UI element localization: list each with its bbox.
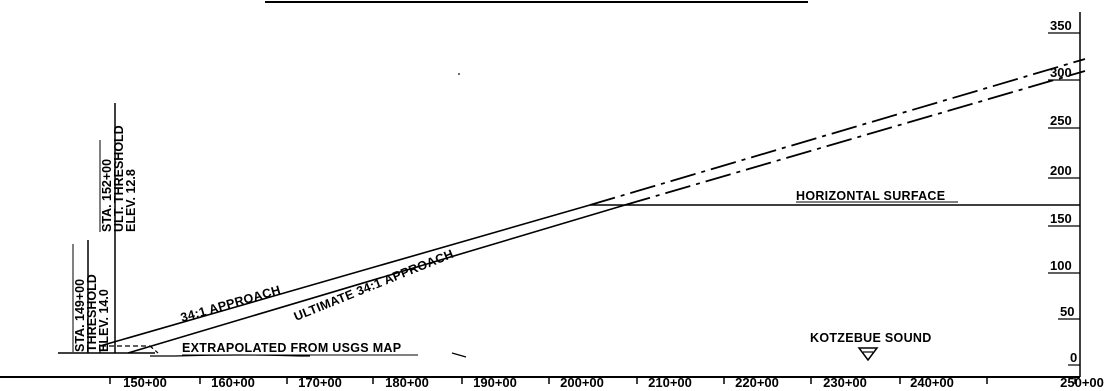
x-tick-label: 170+00 bbox=[298, 375, 342, 390]
y-tick-label: 250 bbox=[1050, 113, 1072, 128]
ultimate-threshold-station-text: STA. 152+00 bbox=[100, 159, 114, 232]
x-tick-label: 200+00 bbox=[560, 375, 604, 390]
y-tick-label: 150 bbox=[1050, 211, 1072, 226]
x-axis-tick-labels: 150+00 160+00 170+00 180+00 190+00 200+0… bbox=[123, 375, 1104, 390]
kotzebue-sound-label: KOTZEBUE SOUND bbox=[810, 331, 932, 345]
y-tick-label: 350 bbox=[1050, 18, 1072, 33]
ultimate-approach-label: ULTIMATE 34:1 APPROACH bbox=[292, 247, 456, 324]
threshold-elevation-text: ELEV. 14.0 bbox=[97, 289, 111, 352]
x-tick-label: 190+00 bbox=[473, 375, 517, 390]
threshold-name-text: THRESHOLD bbox=[85, 274, 99, 352]
speck bbox=[458, 73, 460, 75]
x-tick-label: 160+00 bbox=[211, 375, 255, 390]
approach-label: 34:1 APPROACH bbox=[179, 283, 282, 325]
horizontal-surface-label: HORIZONTAL SURFACE bbox=[796, 189, 945, 203]
y-tick-label: 50 bbox=[1060, 304, 1074, 319]
y-tick-label: 100 bbox=[1050, 258, 1072, 273]
x-axis-ticks bbox=[109, 377, 1076, 384]
x-tick-label: 180+00 bbox=[385, 375, 429, 390]
threshold-station-text: STA. 149+00 bbox=[73, 279, 87, 352]
x-tick-label: 250+00 bbox=[1060, 375, 1104, 390]
x-tick-label: 210+00 bbox=[648, 375, 692, 390]
x-tick-label: 150+00 bbox=[123, 375, 167, 390]
threshold-label: STA. 149+00 THRESHOLD ELEV. 14.0 bbox=[73, 274, 111, 352]
ultimate-threshold-elevation-text: ELEV. 12.8 bbox=[124, 169, 138, 232]
x-tick-label: 230+00 bbox=[823, 375, 867, 390]
y-tick-label: 200 bbox=[1050, 163, 1072, 178]
ultimate-threshold-label: STA. 152+00 ULT. THRESHOLD ELEV. 12.8 bbox=[100, 125, 138, 232]
y-tick-label: 0 bbox=[1070, 350, 1077, 365]
ultimate-approach-34-1-line bbox=[127, 204, 626, 354]
ultimate-approach-extension-dashdot bbox=[624, 70, 1086, 206]
threshold-dashed-box bbox=[99, 345, 159, 354]
x-tick-label: 240+00 bbox=[910, 375, 954, 390]
y-axis-ticks: 0 50 100 150 200 250 300 350 bbox=[1048, 18, 1080, 366]
approach-34-1-line bbox=[99, 204, 591, 347]
extrapolated-label: EXTRAPOLATED FROM USGS MAP bbox=[182, 341, 401, 355]
ultimate-threshold-name-text: ULT. THRESHOLD bbox=[112, 125, 126, 232]
x-tick-label: 220+00 bbox=[735, 375, 779, 390]
y-tick-label: 300 bbox=[1050, 65, 1072, 80]
water-level-triangle-icon bbox=[857, 347, 879, 362]
terrain-fragment bbox=[451, 352, 467, 358]
approach-extension-dashdot bbox=[589, 58, 1086, 206]
